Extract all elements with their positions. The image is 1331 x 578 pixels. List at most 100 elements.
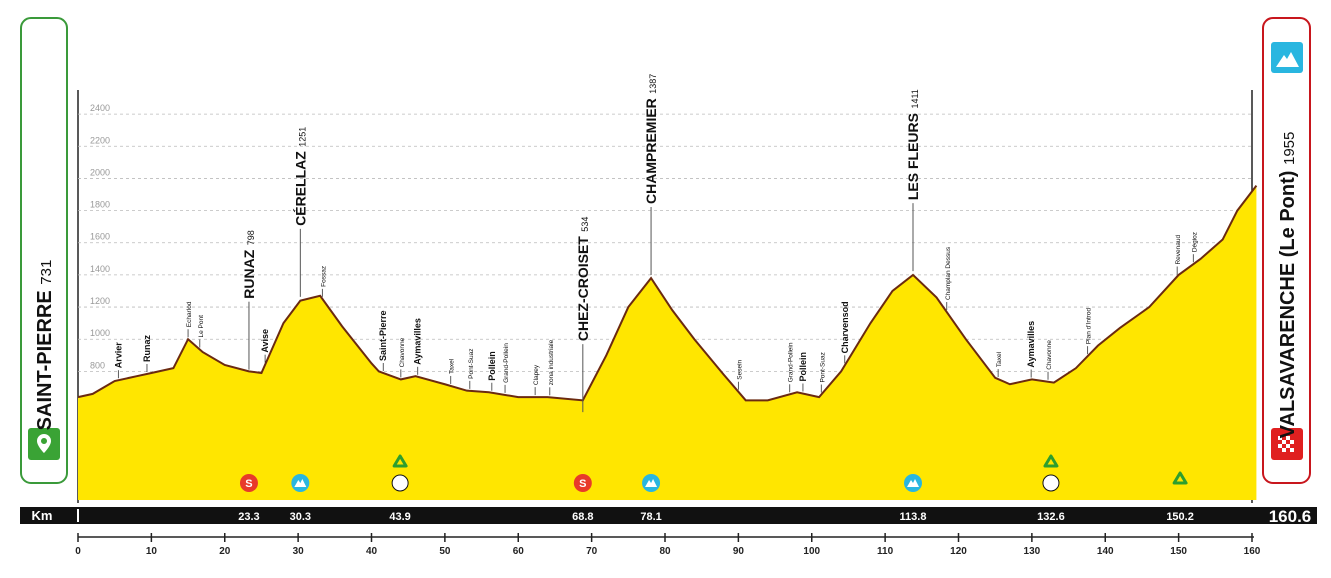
climb-name: CHEZ-CROISET xyxy=(575,236,591,341)
pin-icon xyxy=(37,434,51,453)
place-label: Taxel xyxy=(996,351,1003,367)
km-marker-label: 78.1 xyxy=(640,511,661,523)
start-label: SAINT-PIERRE 731 xyxy=(34,260,56,431)
marker-kom xyxy=(291,474,310,492)
x-tick-label: 40 xyxy=(366,546,378,557)
feed-icon xyxy=(391,474,409,492)
recycle-icon xyxy=(1172,471,1188,485)
climb-name: CÉRELLAZ xyxy=(292,151,308,226)
marker-sprint: S xyxy=(573,474,592,492)
x-tick-label: 110 xyxy=(877,546,894,557)
feed-icon xyxy=(1042,474,1060,492)
km-bar xyxy=(20,507,1317,524)
place-label: Pont-Suaz xyxy=(819,352,826,382)
y-tick-label: 1800 xyxy=(90,200,110,210)
place-label: Plan d'Introd xyxy=(1086,307,1093,344)
profile-line xyxy=(77,185,1258,402)
start-elevation: 731 xyxy=(38,260,55,285)
place-label: Pollein xyxy=(798,352,808,382)
x-tick-label: 80 xyxy=(659,546,671,557)
x-tick-label: 90 xyxy=(733,546,745,557)
place-label: Pont-Suaz xyxy=(468,349,475,379)
y-tick-label: 1600 xyxy=(90,232,110,242)
place-label: Runaz xyxy=(142,334,152,362)
place-label: Clapey xyxy=(533,364,540,385)
climb-label: CÉRELLAZ 1251 xyxy=(292,127,309,226)
sprint-symbol: S xyxy=(245,478,252,490)
km-bar-start xyxy=(77,509,79,522)
recycle-icon xyxy=(1043,454,1059,468)
x-tick-label: 0 xyxy=(75,546,81,557)
place-label: Taxel xyxy=(449,358,456,374)
finish-label: VALSAVARENCHE (Le Pont) 1955 xyxy=(1277,132,1299,439)
finish-box xyxy=(1262,17,1311,484)
marker-feed xyxy=(1042,454,1060,492)
km-marker-label: 132.6 xyxy=(1037,511,1065,523)
y-tick-label: 2200 xyxy=(90,135,110,145)
place-label: Avise xyxy=(260,329,270,353)
finish-elevation: 1955 xyxy=(1281,132,1298,165)
place-label: Chavonne xyxy=(399,337,406,367)
climb-name: LES FLEURS xyxy=(905,113,921,200)
x-tick-label: 30 xyxy=(293,546,305,557)
km-bar-label: Km xyxy=(32,508,53,523)
climb-label: CHAMPREMIER 1387 xyxy=(643,74,660,204)
x-tick-label: 10 xyxy=(146,546,158,557)
place-label: Aymavilles xyxy=(1026,321,1036,368)
kom-mountain xyxy=(645,479,658,487)
recycle-icon xyxy=(392,454,408,468)
place-label: Chavonne xyxy=(1046,340,1053,370)
y-tick-label: 1400 xyxy=(90,264,110,274)
km-marker-label: 23.3 xyxy=(238,511,259,523)
profile-area xyxy=(78,185,1257,500)
climb-name: RUNAZ xyxy=(241,249,257,298)
km-marker-label: 150.2 xyxy=(1166,511,1194,523)
place-label: zona industriale xyxy=(548,339,555,385)
climb-name: CHAMPREMIER xyxy=(643,98,659,204)
km-marker-label: 30.3 xyxy=(290,511,311,523)
marker-feed xyxy=(391,454,409,492)
total-distance: 160.6 xyxy=(1269,507,1312,526)
x-tick-label: 130 xyxy=(1024,546,1041,557)
km-marker-label: 68.8 xyxy=(572,511,593,523)
place-label: Fossaz xyxy=(320,266,327,287)
x-tick-label: 20 xyxy=(219,546,231,557)
climb-elevation: 1411 xyxy=(910,89,920,108)
x-tick-label: 160 xyxy=(1244,546,1261,557)
checkered-flag xyxy=(1278,436,1294,452)
x-tick-label: 60 xyxy=(513,546,525,557)
place-label: Sesein xyxy=(736,359,743,379)
climb-elevation: 1387 xyxy=(648,74,658,94)
climb-elevation: 1251 xyxy=(297,127,307,147)
kom-box-icon xyxy=(1271,42,1303,73)
x-tick-label: 70 xyxy=(586,546,598,557)
sprint-icon xyxy=(239,474,258,492)
place-label: Champlan Dessus xyxy=(945,246,952,300)
place-label: Grand-Pollein xyxy=(788,342,795,382)
marker-waste xyxy=(1172,471,1188,485)
sprint-symbol: S xyxy=(579,478,586,490)
mountain-icon xyxy=(1276,52,1299,67)
climb-elevation: 534 xyxy=(580,217,590,232)
y-tick-label: 800 xyxy=(90,360,105,370)
kom-mountain xyxy=(294,479,307,487)
sprint-icon xyxy=(573,474,592,492)
place-label: Saint-Pierre xyxy=(378,310,388,361)
y-tick-label: 2400 xyxy=(90,103,110,113)
place-label: Charvensod xyxy=(840,301,850,353)
place-label: Grand-Pollein xyxy=(503,343,510,383)
place-label: Revenaud xyxy=(1175,234,1182,264)
marker-kom xyxy=(642,474,661,492)
kom-mountain xyxy=(907,479,920,487)
y-tick-label: 2000 xyxy=(90,167,110,177)
x-tick-label: 150 xyxy=(1170,546,1187,557)
place-label: Le Pont xyxy=(198,315,205,338)
x-tick-label: 140 xyxy=(1097,546,1114,557)
finish-name: VALSAVARENCHE (Le Pont) xyxy=(1277,171,1299,439)
y-tick-label: 1200 xyxy=(90,296,110,306)
x-tick-label: 120 xyxy=(950,546,967,557)
climb-label: LES FLEURS 1411 xyxy=(905,89,922,200)
marker-kom xyxy=(904,474,923,492)
place-label: Pollein xyxy=(487,351,497,381)
